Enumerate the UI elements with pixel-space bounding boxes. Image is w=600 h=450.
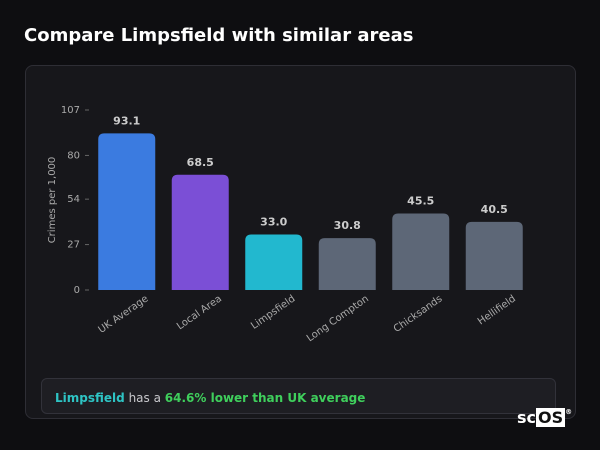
bar [392, 213, 450, 290]
brand-mark: ® [565, 408, 573, 416]
comparison: 64.6% lower than UK average [164, 391, 366, 405]
y-tick-label: 107 [61, 105, 80, 116]
x-tick-label: Chicksands [392, 293, 445, 334]
x-tick-label: Limpsfield [249, 293, 297, 331]
y-tick-label: 54 [67, 194, 80, 205]
x-tick-label: UK Average [97, 293, 151, 335]
area-name: Limpsfield [55, 391, 125, 405]
summary-text: has a [128, 391, 161, 405]
value-label: 30.8 [334, 219, 361, 232]
y-axis-label: Crimes per 1,000 [47, 157, 58, 244]
brand-box: OS [536, 408, 566, 427]
y-tick-label: 27 [67, 240, 80, 251]
brand-logo: sc OS ® [517, 408, 572, 427]
page-title: Compare Limpsfield with similar areas [24, 25, 414, 46]
x-tick-label: Local Area [175, 293, 224, 332]
y-tick-label: 80 [67, 150, 80, 161]
value-label: 68.5 [187, 156, 214, 169]
bar [98, 133, 156, 290]
value-label: 40.5 [481, 203, 508, 216]
summary: Limpsfield has a 64.6% lower than UK ave… [41, 378, 556, 414]
x-tick-label: Hellifield [476, 293, 518, 327]
x-tick-label: Long Compton [305, 293, 371, 344]
value-label: 93.1 [113, 114, 140, 127]
bar [318, 238, 376, 290]
y-tick-label: 0 [74, 285, 80, 296]
bar [465, 221, 523, 290]
value-label: 33.0 [260, 215, 287, 228]
bar [245, 234, 303, 290]
brand-prefix: sc [517, 408, 537, 427]
bar [171, 174, 229, 290]
value-label: 45.5 [407, 194, 434, 207]
